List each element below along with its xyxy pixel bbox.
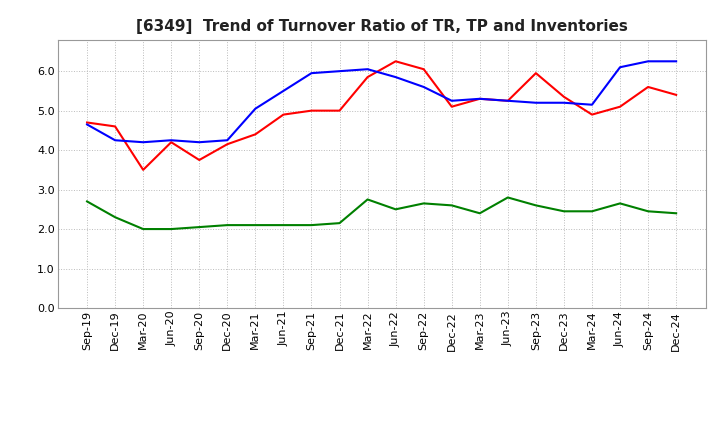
Trade Receivables <box>307 108 316 113</box>
Trade Payables <box>195 139 204 145</box>
Trade Receivables <box>447 104 456 109</box>
Trade Payables <box>447 98 456 103</box>
Trade Payables <box>503 98 512 103</box>
Trade Payables <box>307 70 316 76</box>
Trade Payables <box>336 69 344 74</box>
Inventories <box>167 227 176 232</box>
Trade Receivables <box>616 104 624 109</box>
Trade Receivables <box>559 94 568 99</box>
Trade Receivables <box>167 139 176 145</box>
Trade Receivables <box>531 70 540 76</box>
Trade Payables <box>167 138 176 143</box>
Trade Receivables <box>364 74 372 80</box>
Trade Receivables <box>672 92 680 98</box>
Inventories <box>139 227 148 232</box>
Trade Receivables <box>139 167 148 172</box>
Trade Payables <box>419 84 428 90</box>
Trade Payables <box>588 102 596 107</box>
Inventories <box>83 199 91 204</box>
Inventories <box>616 201 624 206</box>
Inventories <box>644 209 652 214</box>
Inventories <box>588 209 596 214</box>
Inventories <box>251 223 260 228</box>
Trade Receivables <box>251 132 260 137</box>
Inventories <box>672 211 680 216</box>
Trade Payables <box>251 106 260 111</box>
Inventories <box>419 201 428 206</box>
Trade Receivables <box>195 158 204 163</box>
Trade Payables <box>139 139 148 145</box>
Inventories <box>503 195 512 200</box>
Inventories <box>111 215 120 220</box>
Inventories <box>391 207 400 212</box>
Trade Receivables <box>588 112 596 117</box>
Inventories <box>559 209 568 214</box>
Trade Payables <box>531 100 540 106</box>
Trade Payables <box>223 138 232 143</box>
Trade Payables <box>559 100 568 106</box>
Inventories <box>279 223 288 228</box>
Trade Payables <box>83 122 91 127</box>
Trade Payables <box>644 59 652 64</box>
Trade Payables <box>111 138 120 143</box>
Trade Payables <box>364 66 372 72</box>
Trade Receivables <box>111 124 120 129</box>
Inventories <box>223 223 232 228</box>
Line: Inventories: Inventories <box>87 198 676 229</box>
Trade Payables <box>616 65 624 70</box>
Inventories <box>531 203 540 208</box>
Inventories <box>447 203 456 208</box>
Trade Receivables <box>336 108 344 113</box>
Inventories <box>364 197 372 202</box>
Inventories <box>336 220 344 226</box>
Trade Receivables <box>644 84 652 90</box>
Trade Receivables <box>223 142 232 147</box>
Trade Payables <box>475 96 484 102</box>
Trade Receivables <box>503 98 512 103</box>
Line: Trade Payables: Trade Payables <box>87 61 676 142</box>
Trade Receivables <box>391 59 400 64</box>
Trade Receivables <box>475 96 484 102</box>
Trade Receivables <box>83 120 91 125</box>
Trade Payables <box>391 74 400 80</box>
Inventories <box>475 211 484 216</box>
Line: Trade Receivables: Trade Receivables <box>87 61 676 170</box>
Title: [6349]  Trend of Turnover Ratio of TR, TP and Inventories: [6349] Trend of Turnover Ratio of TR, TP… <box>135 19 628 34</box>
Trade Receivables <box>419 66 428 72</box>
Trade Payables <box>672 59 680 64</box>
Trade Receivables <box>279 112 288 117</box>
Inventories <box>307 223 316 228</box>
Trade Payables <box>279 88 288 94</box>
Inventories <box>195 224 204 230</box>
